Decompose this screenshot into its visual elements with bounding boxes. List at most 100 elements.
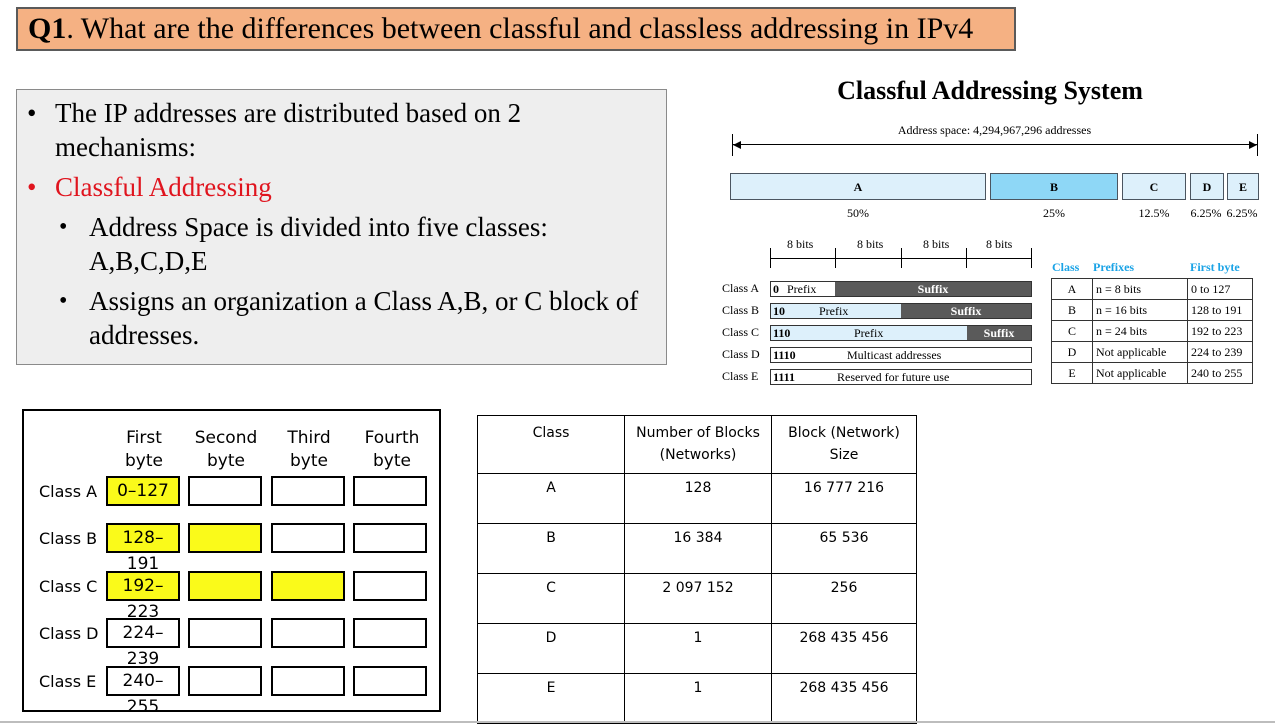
cell-blocks: 16 384 bbox=[624, 523, 772, 574]
bullet-dot: • bbox=[59, 214, 68, 240]
segment-d: D bbox=[1190, 173, 1224, 200]
bullet-dot: • bbox=[27, 172, 37, 202]
byte-cell-highlight bbox=[188, 523, 262, 553]
bits-label-3: 8 bits bbox=[923, 237, 950, 251]
cell-class: B bbox=[1051, 299, 1093, 321]
table-header-prefixes: Prefixes bbox=[1093, 260, 1135, 274]
multicast-label: Multicast addresses bbox=[847, 348, 942, 362]
byte-cell bbox=[188, 476, 262, 506]
cell-size: 16 777 216 bbox=[771, 473, 917, 524]
prefix-label: Prefix bbox=[787, 282, 817, 296]
class-label-d: Class D bbox=[39, 624, 99, 643]
byte-cell bbox=[188, 618, 262, 648]
class-label-e: Class E bbox=[39, 672, 97, 691]
cell-class: D bbox=[477, 623, 625, 674]
cell-blocks: 2 097 152 bbox=[624, 573, 772, 624]
cell-class: E bbox=[1051, 362, 1093, 384]
prefix-bits: 1110 bbox=[773, 348, 796, 362]
percent-a: 50% bbox=[847, 206, 869, 220]
cell-prefix: n = 8 bits bbox=[1092, 278, 1188, 300]
percent-d: 6.25% bbox=[1190, 206, 1222, 220]
ruler-tick bbox=[770, 248, 771, 268]
table-header-class: Class bbox=[1052, 260, 1080, 274]
class-label-a: Class A bbox=[39, 482, 98, 501]
row-bar-a: 0 Prefix Suffix bbox=[770, 281, 1032, 297]
cell-class: D bbox=[1051, 341, 1093, 363]
row-label-e: Class E bbox=[722, 369, 759, 383]
blocks-table: Class Number of Blocks (Networks) Block … bbox=[477, 415, 917, 724]
suffix-label: Suffix bbox=[901, 304, 1031, 318]
diagram-title: Classful Addressing System bbox=[837, 76, 1143, 105]
byte-cell bbox=[353, 476, 427, 506]
bullet-box: • The IP addresses are distributed based… bbox=[16, 89, 667, 365]
cell-first-byte: 240 to 255 bbox=[1187, 362, 1253, 384]
header-number-of-blocks: Number of Blocks (Networks) bbox=[624, 415, 772, 474]
prefix-label: Prefix bbox=[854, 326, 884, 340]
table-row: B 16 384 65 536 bbox=[477, 523, 917, 574]
byte-cell bbox=[271, 666, 345, 696]
bullet-text: Classful Addressing bbox=[55, 172, 272, 202]
cell-size: 256 bbox=[771, 573, 917, 624]
byte-cell bbox=[271, 618, 345, 648]
class-label-b: Class B bbox=[39, 529, 98, 548]
bullet-text: Assigns an organization a Class A,B, or … bbox=[89, 286, 639, 350]
byte-cell bbox=[353, 666, 427, 696]
question-text: . What are the differences between class… bbox=[66, 12, 974, 45]
ruler-tick bbox=[966, 248, 967, 268]
cell-class: A bbox=[477, 473, 625, 524]
byte-cell bbox=[271, 476, 345, 506]
question-number: Q1 bbox=[28, 12, 67, 45]
arrow-head-left bbox=[733, 141, 741, 149]
cell-first-byte: 192 to 223 bbox=[1187, 320, 1253, 342]
cell-class: A bbox=[1051, 278, 1093, 300]
byte-cell bbox=[188, 666, 262, 696]
reserved-label: Reserved for future use bbox=[837, 370, 950, 384]
table-header-row: Class Number of Blocks (Networks) Block … bbox=[477, 415, 917, 474]
prefix-fill bbox=[771, 304, 901, 318]
bullet-item-1: • The IP addresses are distributed based… bbox=[27, 96, 647, 164]
prefix-bits: 1111 bbox=[773, 370, 796, 384]
sub-bullet-item-2: • Assigns an organization a Class A,B, o… bbox=[59, 284, 659, 352]
suffix-label: Suffix bbox=[835, 282, 1031, 296]
byte-cell bbox=[353, 571, 427, 601]
question-title: Q1. What are the differences between cla… bbox=[16, 7, 1016, 51]
header-second-byte: Second byte bbox=[194, 428, 258, 471]
bullet-dot: • bbox=[27, 98, 37, 128]
cell-first-byte: 224 to 239 bbox=[1187, 341, 1253, 363]
row-bar-d: 1110 Multicast addresses bbox=[770, 347, 1032, 363]
byte-cell bbox=[271, 523, 345, 553]
ruler-tick bbox=[835, 248, 836, 268]
cell-blocks: 1 bbox=[624, 623, 772, 674]
cell-prefix: Not applicable bbox=[1092, 362, 1188, 384]
byte-cell-highlight bbox=[188, 571, 262, 601]
table-row: D 1 268 435 456 bbox=[477, 623, 917, 674]
row-bar-e: 1111 Reserved for future use bbox=[770, 369, 1032, 385]
cell-first-byte: 0 to 127 bbox=[1187, 278, 1253, 300]
header-class: Class bbox=[477, 415, 625, 474]
byte-cell bbox=[353, 618, 427, 648]
arrow-end-right bbox=[1257, 134, 1258, 156]
prefix-bits: 0 bbox=[773, 282, 779, 296]
header-block-size: Block (Network) Size bbox=[771, 415, 917, 474]
bits-label-1: 8 bits bbox=[787, 237, 814, 251]
table-header-first-byte: First byte bbox=[1190, 260, 1240, 274]
byte-cell-highlight bbox=[271, 571, 345, 601]
percent-b: 25% bbox=[1043, 206, 1065, 220]
cell-class: B bbox=[477, 523, 625, 574]
byte-ranges-figure: First byte Second byte Third byte Fourth… bbox=[22, 409, 441, 717]
percent-e: 6.25% bbox=[1226, 206, 1258, 220]
percent-c: 12.5% bbox=[1138, 206, 1170, 220]
bullet-item-2: • Classful Addressing bbox=[27, 170, 272, 204]
row-label-c: Class C bbox=[722, 325, 760, 339]
range-e: 240–255 bbox=[106, 666, 180, 717]
cell-prefix: n = 16 bits bbox=[1092, 299, 1188, 321]
slide-bottom-border bbox=[0, 721, 1275, 723]
byte-cell bbox=[353, 523, 427, 553]
bullet-dot: • bbox=[59, 288, 68, 314]
segment-a: A bbox=[730, 173, 986, 200]
segment-e: E bbox=[1227, 173, 1259, 200]
range-b: 128–191 bbox=[106, 523, 180, 574]
